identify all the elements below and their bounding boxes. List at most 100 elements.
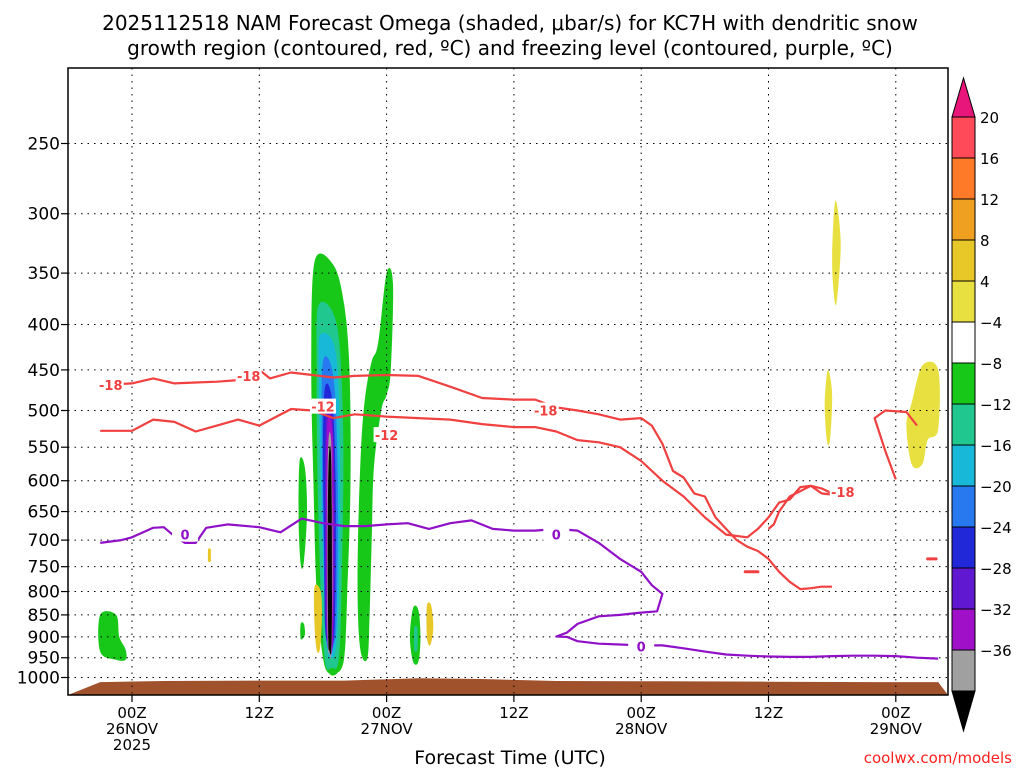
contour-label-0-2: -18 [534, 405, 558, 420]
contour-label-1-1: -12 [375, 429, 399, 444]
colorbar-band-11 [951, 567, 976, 610]
omega-region-8 [327, 445, 332, 655]
y-axis-ticks: 2503003504004505005506006507007508008509… [17, 135, 68, 689]
omega-shading [98, 200, 940, 676]
colorbar-band-6 [951, 362, 976, 405]
colorbar-label-8: −16 [980, 437, 1012, 455]
omega-region-15 [426, 602, 434, 646]
colorbar-band-2 [951, 198, 976, 241]
colorbar-label-1: 16 [980, 150, 999, 168]
colorbar-band-0 [951, 116, 976, 159]
y-tick-label-300: 300 [28, 205, 60, 225]
colorbar-label-10: −24 [980, 519, 1012, 537]
contour-label-bg [532, 402, 559, 418]
x-tick-label-24-0: 00Z [372, 704, 401, 722]
x-tick-label-60-0: 12Z [754, 704, 783, 722]
y-tick-label-350: 350 [28, 264, 60, 284]
y-tick-label-600: 600 [28, 472, 60, 492]
colorbar-band-3 [951, 239, 976, 282]
contour-label-bg [309, 398, 336, 414]
x-tick-label-24-1: 27NOV [361, 720, 414, 738]
y-tick-label-800: 800 [28, 583, 60, 603]
x-tick-label-36-0: 12Z [499, 704, 528, 722]
contour-label-0-0: -18 [99, 379, 123, 394]
colorbar-label-7: −12 [980, 396, 1012, 414]
x-tick-label-0-1: 26NOV [106, 720, 159, 738]
colorbar-band-1 [951, 157, 976, 200]
surface-terrain [68, 678, 948, 695]
y-tick-label-900: 900 [28, 628, 60, 648]
contour-label-bg [235, 367, 262, 383]
colorbar-band-10 [951, 526, 976, 569]
y-tick-label-1000: 1000 [17, 669, 60, 689]
contour-lines: -18 -18 -18 -12 -12 -18 0 0 0 [97, 367, 939, 660]
omega-region-18 [824, 369, 833, 446]
omega-region-14 [413, 625, 418, 653]
colorbar-label-6: −8 [980, 355, 1002, 373]
contour-label-bg [373, 427, 400, 443]
contour-label-bg [829, 484, 856, 500]
x-tick-label-0-2: 2025 [113, 736, 151, 754]
omega-region-9 [298, 457, 308, 569]
colorbar-label-4: 4 [980, 273, 990, 291]
chart-title-line1: 2025112518 NAM Forecast Omega (shaded, μ… [102, 11, 918, 35]
x-tick-label-0-0: 00Z [117, 704, 146, 722]
colorbar-label-0: 20 [980, 109, 999, 127]
colorbar: 20 16 12 8 4 −4 −8 −12 −16 −20 −24 −28 −32 −36 [951, 76, 1012, 733]
contour-line-4 [100, 517, 939, 660]
y-tick-label-500: 500 [28, 402, 60, 422]
x-tick-label-12-0: 12Z [245, 704, 274, 722]
plot-frame [67, 67, 949, 696]
contour-label-bg [543, 526, 570, 542]
contour-label-4-1: 0 [552, 529, 561, 544]
y-tick-label-750: 750 [28, 558, 60, 578]
y-tick-label-400: 400 [28, 316, 60, 336]
colorbar-band-7 [951, 403, 976, 446]
omega-region-10 [300, 622, 306, 640]
colorbar-band-12 [951, 608, 976, 651]
contour-label-4-0: 0 [181, 529, 190, 544]
contour-line-3 [873, 409, 918, 480]
contour-label-bg [97, 377, 124, 393]
credit-text: coolwx.com/models [864, 749, 1012, 767]
colorbar-label-11: −28 [980, 560, 1012, 578]
x-tick-label-48-0: 00Z [627, 704, 656, 722]
colorbar-label-3: 8 [980, 232, 990, 250]
y-tick-label-700: 700 [28, 531, 60, 551]
omega-region-17 [832, 200, 841, 306]
colorbar-label-2: 12 [980, 191, 999, 209]
x-axis-label: Forecast Time (UTC) [414, 747, 605, 768]
contour-line-1 [100, 407, 833, 539]
x-tick-label-72-1: 29NOV [870, 720, 923, 738]
colorbar-band-8 [951, 444, 976, 487]
y-tick-label-650: 650 [28, 503, 60, 523]
colorbar-label-13: −36 [980, 642, 1012, 660]
y-tick-label-950: 950 [28, 649, 60, 669]
contour-label-0-1: -18 [237, 370, 261, 385]
contour-label-bg [628, 638, 655, 654]
omega-region-19 [906, 361, 940, 469]
chart-title-line2: growth region (contoured, red, ºC) and f… [127, 36, 893, 60]
colorbar-label-12: −32 [980, 601, 1012, 619]
x-tick-label-72-0: 00Z [881, 704, 910, 722]
y-tick-label-850: 850 [28, 606, 60, 626]
colorbar-band-13 [951, 649, 976, 692]
y-tick-label-250: 250 [28, 135, 60, 155]
contour-label-4-2: 0 [637, 641, 646, 656]
omega-region-11 [313, 584, 322, 654]
omega-region-16 [98, 611, 127, 661]
colorbar-band-5 [951, 321, 976, 364]
colorbar-bottom-arrow [951, 690, 976, 733]
y-tick-label-450: 450 [28, 361, 60, 381]
colorbar-label-9: −20 [980, 478, 1012, 496]
contour-label-2-0: -18 [831, 486, 855, 501]
contour-label-1-0: -12 [311, 401, 335, 416]
colorbar-band-4 [951, 280, 976, 323]
contour-label-bg [172, 526, 199, 542]
y-tick-label-550: 550 [28, 438, 60, 458]
omega-region-12 [357, 267, 394, 662]
colorbar-band-9 [951, 485, 976, 528]
x-tick-label-48-1: 28NOV [615, 720, 668, 738]
